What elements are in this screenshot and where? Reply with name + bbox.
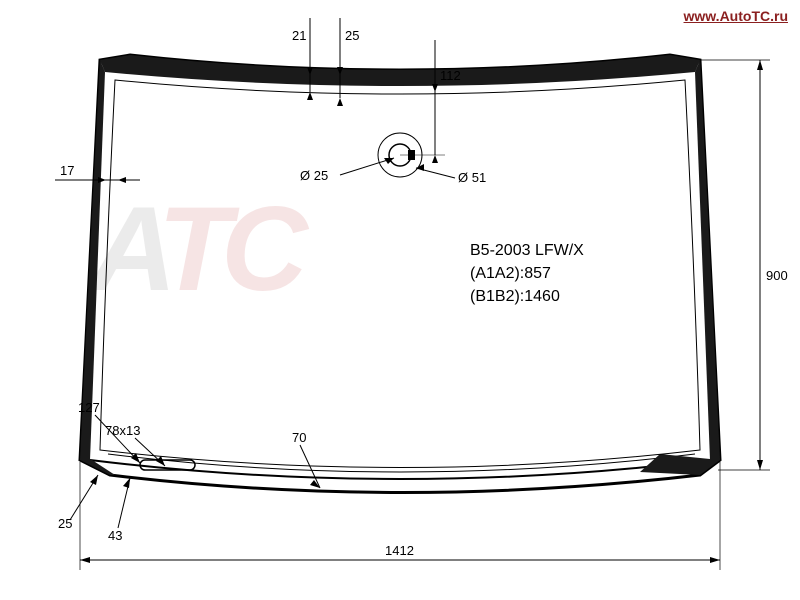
arr-top21b — [307, 92, 313, 100]
part-a: (A1A2):857 — [470, 265, 551, 282]
arr-b43 — [123, 478, 130, 488]
dim-b43: 43 — [108, 528, 122, 543]
dim-900: 900 — [766, 268, 788, 283]
arr-b25 — [90, 475, 98, 485]
dim-d51: Ø 51 — [458, 170, 486, 185]
diagram-container: www.AutoTC.ru ATC 21 — [0, 0, 800, 600]
arr-78 — [156, 456, 165, 466]
windshield-diagram: 21 25 112 Ø 25 Ø 51 17 900 1412 — [0, 0, 800, 600]
arr-112a — [432, 84, 438, 92]
arr-1412a — [80, 557, 90, 563]
arr-top25b — [337, 98, 343, 106]
dim-78: 78x13 — [105, 423, 140, 438]
glass-outer-frame — [80, 55, 720, 493]
dim-70: 70 — [292, 430, 306, 445]
arr-112b — [432, 155, 438, 163]
dim-17: 17 — [60, 163, 74, 178]
arr-1412b — [710, 557, 720, 563]
dim-25: 25 — [345, 28, 359, 43]
frit-bottom-inner — [108, 454, 695, 472]
corner-br — [640, 454, 720, 475]
arr-900a — [757, 60, 763, 70]
glass-inner — [100, 80, 700, 468]
arr-900b — [757, 460, 763, 470]
dim-21: 21 — [292, 28, 306, 43]
dim-127: 127 — [78, 400, 100, 415]
dim-1412: 1412 — [385, 543, 414, 558]
part-b: (B1B2):1460 — [470, 288, 560, 305]
dim-112: 112 — [440, 68, 461, 83]
arr-17a — [98, 177, 106, 183]
dim-b25: 25 — [58, 516, 72, 531]
part-code: B5-2003 LFW/X — [470, 242, 584, 259]
dim-d25: Ø 25 — [300, 168, 328, 183]
arr-17b — [118, 177, 126, 183]
